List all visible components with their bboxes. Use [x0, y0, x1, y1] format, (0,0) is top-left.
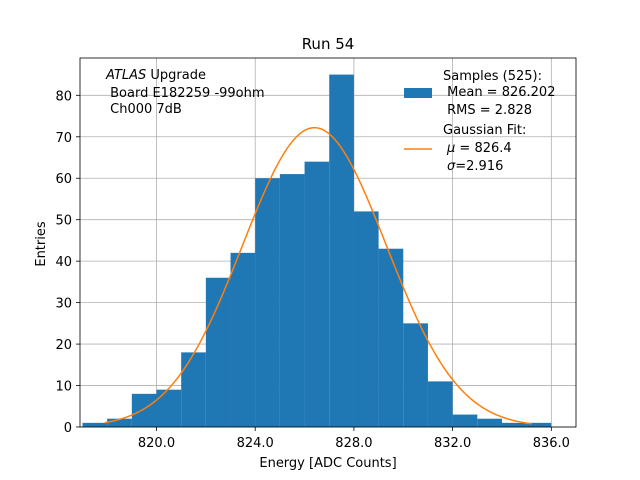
y-axis-label: Entries — [34, 221, 49, 267]
legend-sigma-value: =2.916 — [455, 159, 503, 174]
legend-mu-symbol: μ — [446, 141, 455, 156]
y-tick-label-2: 20 — [55, 338, 72, 353]
gaussian-fit-curve — [104, 126, 532, 425]
histogram-bar-827 — [329, 74, 354, 428]
x-axis-ticks: 820.0 824.0 828.0 832.0 836.0 — [138, 427, 570, 451]
x-tick-label-4: 836.0 — [533, 436, 570, 451]
histogram-bar-832 — [452, 414, 478, 427]
chart-title: Run 54 — [302, 35, 355, 53]
y-tick-label-8: 80 — [55, 89, 72, 104]
histogram-bar-831 — [427, 381, 453, 427]
y-tick-label-0: 0 — [64, 421, 72, 436]
histogram-bar-823 — [230, 252, 256, 427]
histogram-bar-834 — [501, 422, 527, 427]
x-tick-label-3: 832.0 — [434, 436, 471, 451]
y-tick-label-1: 10 — [55, 380, 72, 395]
histogram-bar-825 — [279, 174, 305, 427]
x-tick-label-1: 824.0 — [237, 436, 274, 451]
y-tick-label-4: 40 — [55, 255, 72, 270]
annotation-line-2: Board E182259 -99ohm — [106, 86, 265, 101]
histogram-bar-829 — [378, 248, 404, 427]
histogram-bar-824 — [255, 178, 280, 427]
y-axis-ticks: 0 10 20 30 40 50 60 70 80 — [55, 89, 80, 436]
histogram-bar-835 — [526, 422, 552, 427]
histogram-bar-820 — [156, 389, 182, 427]
histogram-bar-826 — [304, 161, 330, 428]
legend-samples-swatch — [404, 88, 432, 98]
y-tick-label-7: 70 — [55, 131, 72, 146]
legend-sigma: σ=2.916 — [447, 159, 503, 174]
y-tick-label-6: 60 — [55, 172, 72, 187]
x-tick-label-0: 820.0 — [138, 436, 175, 451]
legend-mu: μ = 826.4 — [446, 141, 512, 156]
histogram-bar-830 — [403, 323, 428, 427]
histogram-bar-828 — [353, 211, 379, 427]
annotation-upgrade: Upgrade — [146, 68, 206, 83]
y-tick-label-3: 30 — [55, 297, 72, 312]
plot-frame — [79, 57, 577, 428]
legend: Samples (525): Mean = 826.202 RMS = 2.82… — [404, 69, 555, 174]
legend-mu-value: = 826.4 — [455, 141, 511, 156]
annotation-text: ATLAS Upgrade Board E182259 -99ohm Ch000… — [105, 68, 265, 117]
annotation-line-3: Ch000 7dB — [106, 102, 182, 117]
annotation-atlas: ATLAS — [105, 68, 146, 83]
histogram-bar-818 — [107, 418, 132, 427]
histogram-bar-819 — [131, 393, 157, 427]
y-tick-label-5: 50 — [55, 214, 72, 229]
legend-rms: RMS = 2.828 — [443, 103, 532, 118]
legend-samples-title: Samples (525): — [443, 69, 542, 84]
x-axis-label: Energy [ADC Counts] — [259, 456, 396, 471]
x-tick-label-2: 828.0 — [335, 436, 372, 451]
histogram-bar-822 — [205, 277, 231, 427]
histogram-bar-833 — [477, 418, 502, 427]
histogram-bar-821 — [181, 352, 206, 427]
legend-sigma-symbol: σ — [447, 159, 456, 174]
legend-mean: Mean = 826.202 — [443, 85, 555, 100]
legend-fit-title: Gaussian Fit: — [443, 123, 526, 138]
histogram-bars — [82, 74, 552, 428]
histogram-bar-817 — [82, 422, 108, 427]
annotation-line-1: ATLAS Upgrade — [105, 68, 206, 83]
